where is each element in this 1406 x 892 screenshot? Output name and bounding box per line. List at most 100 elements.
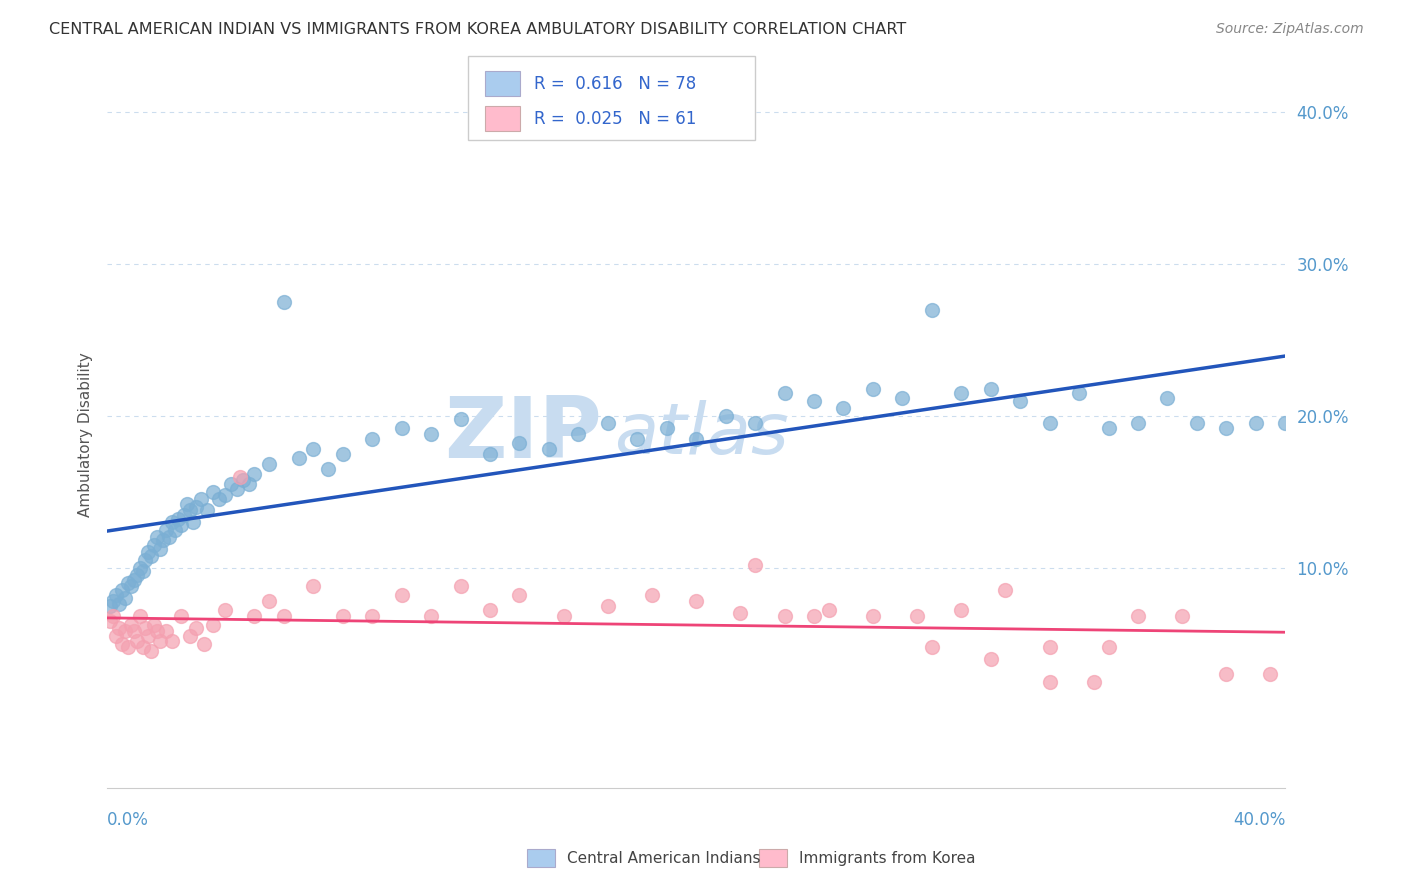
Point xyxy=(146,624,169,639)
Point xyxy=(553,609,575,624)
Point xyxy=(111,583,134,598)
Point xyxy=(141,644,163,658)
Point xyxy=(152,533,174,548)
Point xyxy=(391,421,413,435)
Point xyxy=(128,609,150,624)
Point xyxy=(1185,417,1208,431)
Point xyxy=(1215,667,1237,681)
Point xyxy=(190,492,212,507)
Point xyxy=(108,597,131,611)
Point xyxy=(1156,391,1178,405)
Point xyxy=(420,609,443,624)
Point xyxy=(950,386,973,401)
Point xyxy=(163,523,186,537)
Point xyxy=(141,549,163,563)
Point xyxy=(479,603,502,617)
Point xyxy=(195,503,218,517)
Text: CENTRAL AMERICAN INDIAN VS IMMIGRANTS FROM KOREA AMBULATORY DISABILITY CORRELATI: CENTRAL AMERICAN INDIAN VS IMMIGRANTS FR… xyxy=(49,22,907,37)
Text: Central American Indians: Central American Indians xyxy=(567,851,761,865)
Point xyxy=(243,609,266,624)
Point xyxy=(803,393,825,408)
Point xyxy=(114,624,136,639)
Point xyxy=(773,609,796,624)
Text: Source: ZipAtlas.com: Source: ZipAtlas.com xyxy=(1216,22,1364,37)
Text: atlas: atlas xyxy=(614,401,789,469)
Point xyxy=(225,482,247,496)
Point xyxy=(257,458,280,472)
Point xyxy=(773,386,796,401)
Point xyxy=(744,417,766,431)
Text: 0.0%: 0.0% xyxy=(107,811,149,829)
Point xyxy=(1039,417,1062,431)
Point xyxy=(184,500,207,514)
Point xyxy=(155,624,177,639)
Point xyxy=(120,579,142,593)
Point xyxy=(138,629,160,643)
Point xyxy=(149,542,172,557)
Text: R =  0.616   N = 78: R = 0.616 N = 78 xyxy=(534,75,696,93)
Point xyxy=(131,640,153,654)
Point xyxy=(832,401,855,416)
Point xyxy=(1171,609,1194,624)
Point xyxy=(450,579,472,593)
Point xyxy=(332,447,354,461)
Point xyxy=(193,636,215,650)
Point xyxy=(122,624,145,639)
Point xyxy=(980,382,1002,396)
Point xyxy=(891,391,914,405)
Text: 40.0%: 40.0% xyxy=(1233,811,1285,829)
Point xyxy=(114,591,136,605)
Point xyxy=(214,488,236,502)
Point xyxy=(104,629,127,643)
Point xyxy=(1126,609,1149,624)
Point xyxy=(170,609,193,624)
Point xyxy=(361,609,384,624)
Point xyxy=(111,636,134,650)
Point xyxy=(181,515,204,529)
Point xyxy=(817,603,839,617)
Point xyxy=(361,432,384,446)
Point xyxy=(714,409,737,423)
Point xyxy=(391,588,413,602)
Point xyxy=(257,594,280,608)
Text: ZIP: ZIP xyxy=(444,393,602,476)
Point xyxy=(980,652,1002,666)
Point xyxy=(149,633,172,648)
Point xyxy=(685,594,707,608)
Point xyxy=(950,603,973,617)
Point xyxy=(287,451,309,466)
Point xyxy=(125,633,148,648)
Point xyxy=(685,432,707,446)
Point xyxy=(921,302,943,317)
Point xyxy=(803,609,825,624)
Point xyxy=(238,477,260,491)
Point xyxy=(173,508,195,522)
Point xyxy=(131,564,153,578)
Point xyxy=(157,530,180,544)
Point xyxy=(626,432,648,446)
Point xyxy=(208,492,231,507)
Point xyxy=(160,633,183,648)
Point xyxy=(1039,640,1062,654)
Point xyxy=(176,497,198,511)
Point xyxy=(332,609,354,624)
Point xyxy=(166,512,188,526)
Point xyxy=(101,609,124,624)
Point xyxy=(921,640,943,654)
Point xyxy=(1039,674,1062,689)
Point xyxy=(567,427,589,442)
Point xyxy=(98,599,121,613)
Point xyxy=(108,621,131,635)
Point xyxy=(744,558,766,572)
Y-axis label: Ambulatory Disability: Ambulatory Disability xyxy=(79,352,93,517)
Point xyxy=(1260,667,1282,681)
Point xyxy=(1097,640,1119,654)
Point xyxy=(228,469,250,483)
Point xyxy=(302,579,325,593)
Point xyxy=(202,484,225,499)
Point xyxy=(316,462,339,476)
Point xyxy=(146,530,169,544)
Point xyxy=(420,427,443,442)
Point xyxy=(214,603,236,617)
Point xyxy=(125,568,148,582)
